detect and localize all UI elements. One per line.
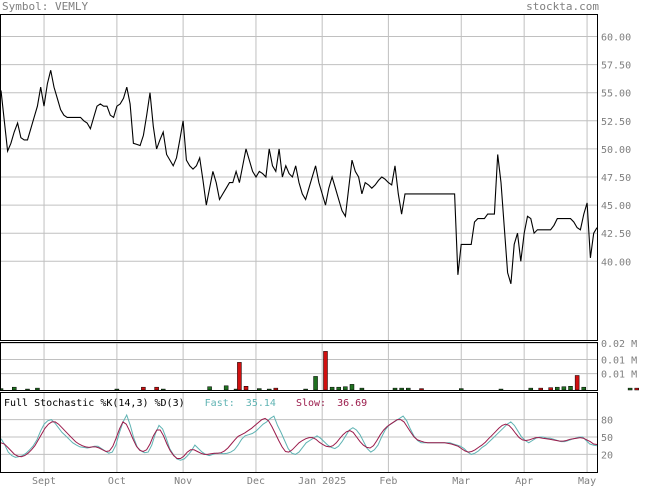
price-panel: 60.00 57.50 55.00 52.50 50.00 47.50 45.00 42.50… [0, 32, 631, 284]
volume-bar [538, 387, 543, 391]
stochastic-tick-label: 20 [601, 450, 613, 461]
x-tick-label: Jan 2025 [298, 476, 346, 486]
fast-value: 35.14 [246, 398, 276, 409]
volume-bar [160, 388, 166, 391]
stochastic-tick-label: 50 [601, 433, 613, 444]
volume-bar [359, 387, 365, 391]
x-tick-label: Sept [32, 476, 56, 486]
volume-bar [303, 388, 308, 391]
price-tick-label: 55.00 [601, 89, 631, 100]
price-tick-label: 52.50 [601, 117, 631, 128]
x-tick-label: Dec [247, 476, 265, 486]
stochastic-tick-label: 80 [601, 416, 613, 427]
price-tick-label: 57.50 [601, 61, 631, 72]
volume-bar [581, 386, 587, 391]
volume-bar [266, 388, 272, 391]
volume-bar [574, 375, 580, 391]
panel-border [0, 14, 598, 341]
stochastic-panel: Full Stochastic %K(14,3) %D(3) Fast: 35.… [0, 398, 613, 461]
stochastic-title: Full Stochastic %K(14,3) %D(3) [4, 398, 185, 409]
panel-border [0, 342, 598, 391]
price-tick-label: 42.50 [601, 229, 631, 240]
x-tick-label: Mar [452, 476, 470, 486]
slow-value: 36.69 [337, 398, 367, 409]
volume-bar [35, 387, 40, 391]
volume-bar [498, 388, 504, 391]
x-tick-label: Apr [515, 476, 533, 486]
x-tick-label: May [578, 476, 596, 486]
x-tick-label: Oct [108, 476, 126, 486]
volume-bar [11, 386, 17, 391]
slow-label: Slow: [296, 398, 326, 409]
volume-bar [114, 388, 120, 391]
volume-bar [141, 386, 146, 391]
volume-bar [313, 376, 318, 391]
volume-bar [349, 384, 355, 391]
volume-bar [25, 388, 30, 391]
symbol-label: Symbol: VEMLY [2, 0, 89, 13]
grid-lines [0, 14, 598, 472]
volume-bar [329, 386, 335, 391]
volume-bar [528, 387, 534, 391]
volume-bar [323, 351, 328, 391]
site-label[interactable]: stockta.com [526, 0, 599, 13]
price-tick-label: 47.50 [601, 173, 631, 184]
volume-tick-label: 0.01 M [601, 356, 637, 367]
volume-panel: 0.02 M 0.01 M 0.01 M [0, 339, 639, 391]
volume-bar [336, 386, 341, 391]
volume-tick-label: 0.01 M [601, 370, 637, 381]
volume-bar [548, 387, 553, 391]
panel-border [0, 392, 598, 473]
volume-bar [399, 387, 404, 391]
volume-bar [243, 386, 249, 391]
volume-bar [207, 386, 212, 391]
price-line [0, 70, 598, 284]
volume-bar [568, 386, 573, 391]
volume-bar [257, 388, 262, 391]
volume-bar [634, 387, 639, 391]
volume-bar [458, 388, 464, 391]
volume-bar [154, 386, 159, 391]
volume-bar [419, 388, 424, 391]
x-tick-label: Nov [174, 476, 192, 486]
price-tick-label: 60.00 [601, 32, 631, 43]
volume-bar [627, 387, 633, 391]
volume-bar [561, 386, 567, 391]
volume-tick-label: 0.02 M [601, 339, 637, 350]
panel-frames [0, 14, 598, 473]
volume-bar [555, 386, 560, 391]
svg-text:Full Stochastic %K(14,3) %D(3): Full Stochastic %K(14,3) %D(3) Fast: 35.… [4, 398, 367, 409]
volume-bar [223, 385, 229, 391]
fast-label: Fast: [205, 398, 235, 409]
volume-bar [237, 362, 242, 391]
price-tick-label: 50.00 [601, 145, 631, 156]
volume-bar [273, 387, 279, 391]
price-tick-label: 45.00 [601, 201, 631, 212]
stochastic-slow-line [0, 417, 598, 459]
volume-bar [343, 386, 348, 391]
x-axis-labels: Sept Oct Nov Dec Jan 2025 Feb Mar Apr May [32, 476, 596, 486]
volume-bar [392, 387, 398, 391]
x-tick-label: Feb [379, 476, 397, 486]
stochastic-fast-line [0, 413, 598, 461]
volume-bar [406, 387, 411, 391]
price-tick-label: 40.00 [601, 257, 631, 268]
